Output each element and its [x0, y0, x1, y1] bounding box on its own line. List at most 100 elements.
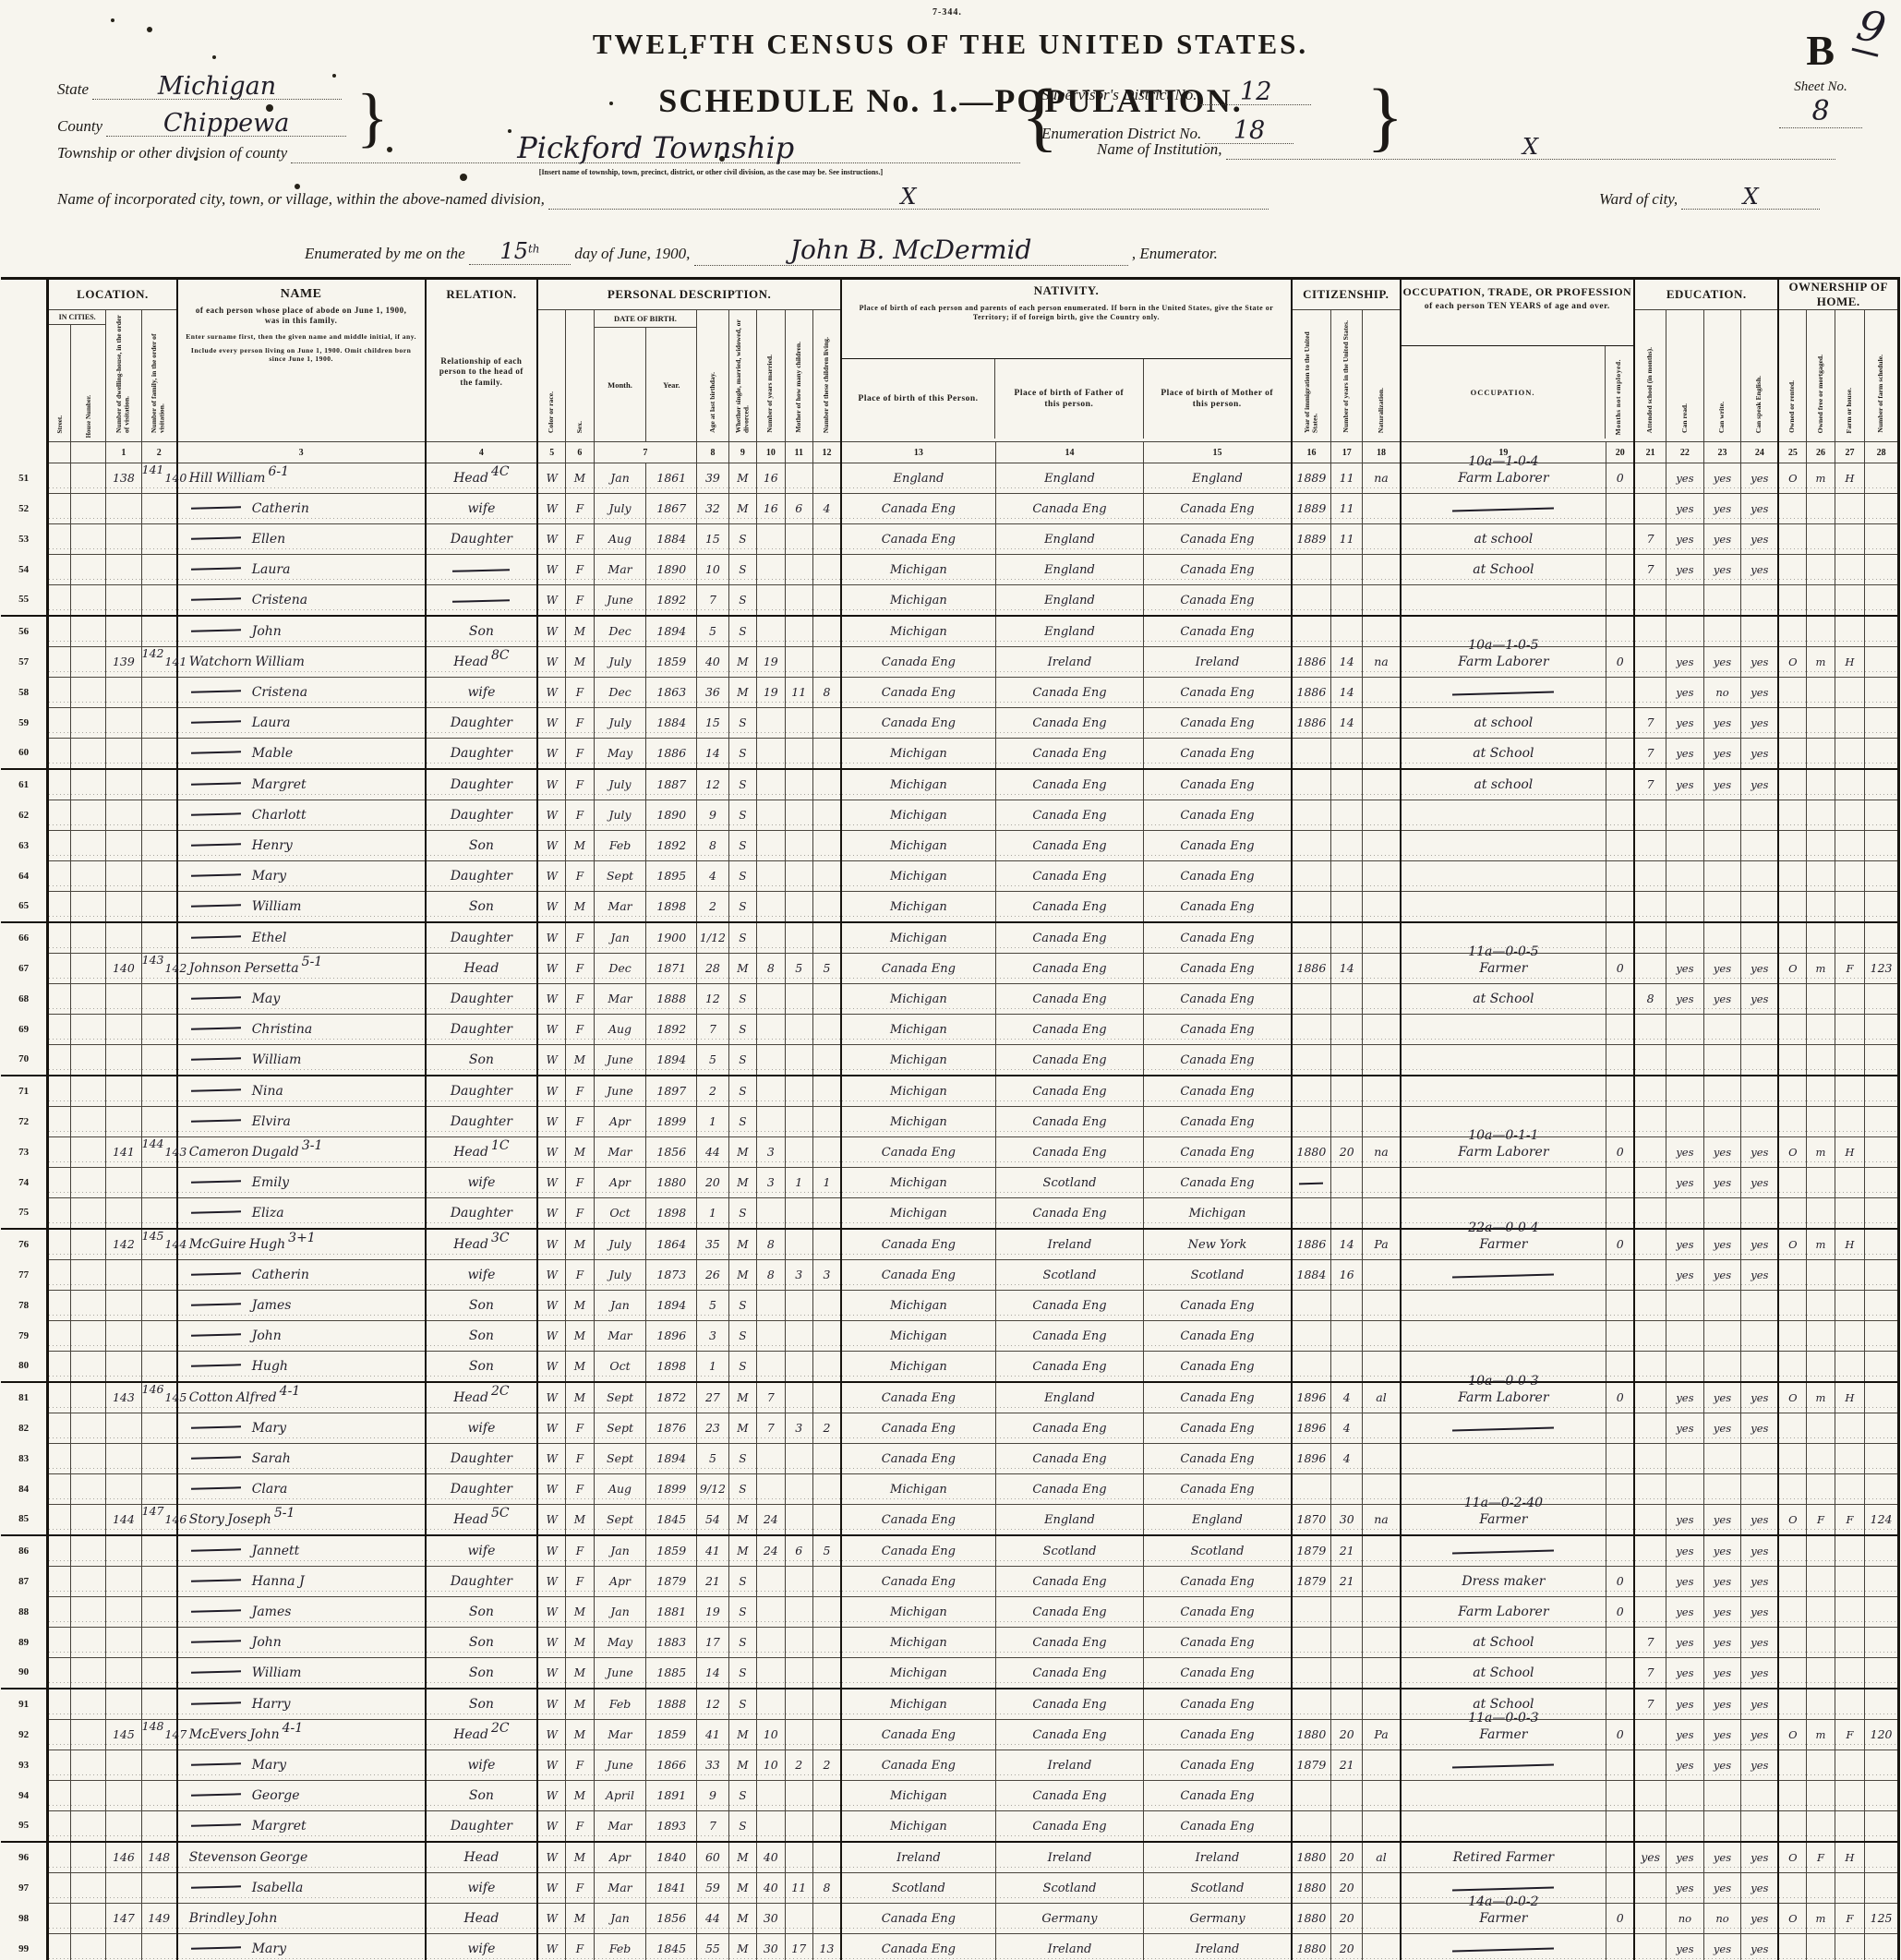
cell-wr	[1702, 1044, 1742, 1076]
cell-yr: 1859	[645, 1719, 698, 1750]
cell-wr: yes	[1702, 554, 1742, 585]
cell-ag: 20	[696, 1167, 729, 1198]
cell-pf: Canada Eng	[994, 953, 1145, 984]
institution-field: Name of Institution, X	[1097, 136, 1835, 160]
ditto-mark	[190, 1333, 241, 1338]
cell-ms: M	[728, 1167, 758, 1198]
cell-pm: Canada Eng	[1143, 738, 1293, 770]
cell-rd	[1666, 1473, 1704, 1505]
cell-yu: 16	[1329, 1259, 1364, 1291]
cell-rd	[1666, 1320, 1704, 1352]
cell-yr: 1884	[645, 707, 698, 739]
cell-pm: Canada Eng	[1143, 1719, 1293, 1750]
cell-na: Pa	[1362, 1228, 1402, 1260]
cell-ym: 30	[756, 1903, 786, 1934]
cell-fh: F	[1834, 953, 1866, 984]
row-number: 52	[1, 493, 50, 524]
cell-ym	[756, 983, 786, 1015]
cell-pm: Canada Eng	[1143, 1014, 1293, 1045]
cell-yr: 1863	[645, 677, 698, 708]
cell-fs	[1864, 800, 1900, 831]
brace: }	[1366, 74, 1404, 160]
cell-sc	[1633, 1534, 1667, 1567]
cell-yr: 1899	[645, 1473, 698, 1505]
cell-nm: Mable	[175, 738, 427, 770]
cell-hn	[69, 1872, 107, 1904]
cell-ag: 1	[696, 1106, 729, 1137]
ditto-mark	[190, 597, 241, 602]
cell-ms: M	[728, 677, 758, 708]
cell-pm: Canada Eng	[1143, 1075, 1293, 1107]
cell-hn	[69, 768, 107, 800]
cell-mu	[1606, 1810, 1635, 1843]
cell-fa	[140, 615, 178, 647]
cell-mc	[784, 523, 813, 555]
table-row: 95 Margret Daughter W F Mar 1893 7 S Michigan Cana…	[1, 1810, 1900, 1843]
cell-rl: Daughter	[424, 1014, 538, 1045]
cell-en	[1740, 800, 1779, 831]
cell-fa	[140, 1320, 178, 1352]
cell-mu	[1606, 523, 1635, 555]
cell-rl: Head 1C	[424, 1136, 538, 1168]
cell-fa	[140, 707, 178, 739]
cell-en: yes	[1740, 1627, 1779, 1658]
cell-ms: M	[728, 463, 758, 494]
cell-mu	[1606, 584, 1635, 617]
cell-s: M	[565, 1290, 595, 1321]
cell-rd	[1666, 860, 1704, 892]
cell-fa	[140, 1351, 178, 1383]
cell-en	[1740, 1290, 1779, 1321]
cell-fa: 143142	[140, 953, 186, 984]
cell-pm: Canada Eng	[1143, 1044, 1293, 1076]
cell-pf: Canada Eng	[994, 860, 1145, 892]
row-number: 53	[1, 523, 50, 555]
cell-c: W	[536, 493, 567, 524]
cell-pm: Canada Eng	[1143, 1688, 1293, 1720]
cell-ms: S	[728, 860, 758, 892]
cell-en: yes	[1740, 1903, 1779, 1934]
row-number: 69	[1, 1014, 50, 1045]
cell-wr	[1702, 1197, 1742, 1230]
cell-dw	[105, 738, 142, 770]
enumerated-line: Enumerated by me on the 15th day of June…	[305, 234, 1218, 266]
cell-pm: Canada Eng	[1143, 800, 1293, 831]
cell-s: M	[565, 463, 595, 494]
cell-ms: M	[728, 1259, 758, 1291]
cell-ym	[756, 1290, 786, 1321]
cell-yr: 1866	[645, 1750, 698, 1781]
cell-mo: Feb	[593, 1933, 647, 1960]
cell-wr: yes	[1702, 1259, 1742, 1291]
table-row: 64 Mary Daughter W F Sept 1895 4 S Michigan Canada…	[1, 860, 1900, 892]
cell-iy	[1290, 1106, 1331, 1137]
cell-ow: O	[1777, 463, 1808, 494]
cell-fs	[1864, 1228, 1900, 1260]
cell-of	[1806, 1075, 1835, 1107]
population-table: LOCATION. NAME of each person whose plac…	[1, 277, 1901, 1960]
cell-fh: F	[1834, 1903, 1866, 1934]
cell-rl: Daughter	[424, 1566, 538, 1597]
cell-mu	[1606, 1413, 1635, 1444]
cell-fa	[140, 1534, 178, 1567]
table-row: 89 John Son W M May 1883 17 S Michigan Canada Eng C…	[1, 1627, 1900, 1658]
cell-rl: wife	[424, 1167, 538, 1198]
cell-fa	[140, 1750, 178, 1781]
cell-fh	[1834, 1075, 1866, 1107]
cell-mu	[1606, 1780, 1635, 1811]
cell-sc	[1633, 1443, 1667, 1474]
cell-mu	[1606, 1443, 1635, 1474]
cell-yr: 1840	[645, 1841, 698, 1873]
cell-rd: yes	[1666, 523, 1704, 555]
cell-fh: H	[1834, 646, 1866, 678]
cell-nm: Laura	[175, 554, 427, 585]
cell-cl: 5	[812, 1534, 842, 1567]
row-number: 95	[1, 1810, 50, 1843]
cell-yr: 1883	[645, 1627, 698, 1658]
cell-fh	[1834, 1780, 1866, 1811]
cell-pb: Michigan	[839, 921, 996, 954]
cell-fa: 142141	[140, 646, 186, 678]
cell-yr: 1884	[645, 523, 698, 555]
cell-ms: S	[728, 1044, 758, 1076]
cell-st	[46, 1167, 71, 1198]
cell-ms: M	[728, 1228, 758, 1260]
cell-rl: Head 3C	[424, 1228, 538, 1260]
